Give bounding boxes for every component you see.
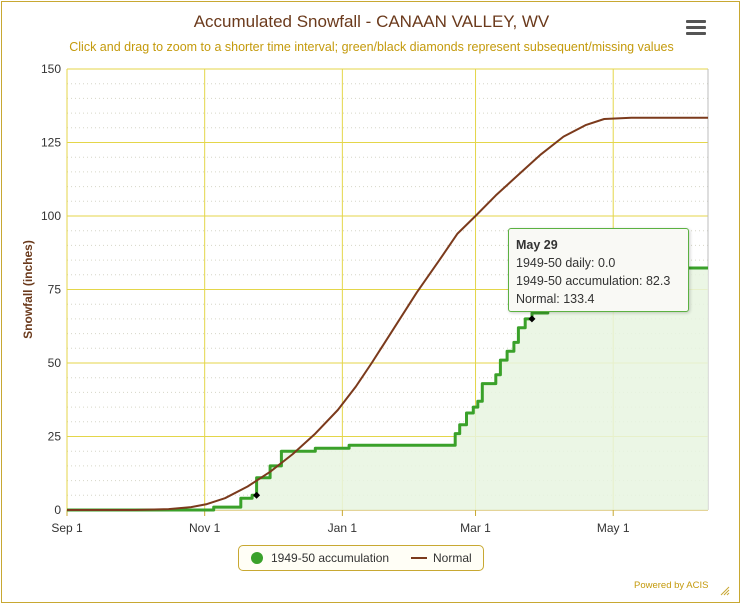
y-tick-label: 50 [48, 356, 62, 370]
y-tick-label: 25 [48, 430, 62, 444]
legend-dot-icon [251, 552, 263, 564]
hamburger-menu-icon[interactable] [686, 20, 706, 36]
x-tick-label: Nov 1 [189, 521, 221, 535]
missing-value-diamond-marker[interactable] [528, 315, 536, 323]
x-tick-label: Sep 1 [51, 521, 83, 535]
resize-handle-icon[interactable] [720, 586, 730, 596]
y-tick-label: 0 [54, 503, 61, 517]
chart-legend: 1949-50 accumulation Normal [238, 545, 484, 571]
chart-subtitle: Click and drag to zoom to a shorter time… [69, 40, 674, 54]
legend-label-normal: Normal [433, 551, 472, 565]
y-tick-label: 150 [41, 62, 61, 76]
x-tick-label: May 1 [597, 521, 630, 535]
x-tick-label: Mar 1 [460, 521, 491, 535]
y-axis-title: Snowfall (inches) [21, 240, 35, 339]
chart-title: Accumulated Snowfall - CANAAN VALLEY, WV [193, 12, 550, 31]
y-tick-label: 75 [48, 283, 62, 297]
accumulation-area [67, 268, 708, 510]
legend-line-icon [411, 557, 427, 559]
tooltip-accumulation: 1949-50 accumulation: 82.3 [516, 274, 671, 288]
y-tick-label: 125 [41, 136, 61, 150]
tooltip: May 29 1949-50 daily: 0.0 1949-50 accumu… [508, 228, 689, 312]
tooltip-date: May 29 [516, 238, 558, 252]
legend-item-accumulation[interactable]: 1949-50 accumulation [251, 551, 389, 565]
missing-value-diamond-marker[interactable] [253, 491, 261, 499]
legend-label-accumulation: 1949-50 accumulation [271, 551, 390, 565]
tooltip-daily: 1949-50 daily: 0.0 [516, 256, 616, 270]
x-tick-label: Jan 1 [328, 521, 358, 535]
normal-series-line[interactable] [67, 116, 708, 511]
tooltip-normal: Normal: 133.4 [516, 292, 595, 306]
credit-link[interactable]: Powered by ACIS [634, 580, 709, 591]
legend-item-normal[interactable]: Normal [411, 551, 472, 565]
y-tick-label: 100 [41, 209, 61, 223]
